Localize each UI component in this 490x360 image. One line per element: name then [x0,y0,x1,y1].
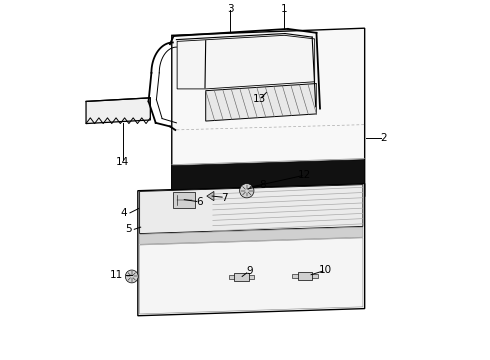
FancyBboxPatch shape [173,192,195,207]
Text: 12: 12 [298,170,311,180]
Polygon shape [207,192,214,201]
Bar [312,274,318,278]
Polygon shape [140,185,363,234]
Polygon shape [140,238,363,314]
Text: 14: 14 [116,157,129,167]
Polygon shape [86,98,150,123]
Text: 11: 11 [110,270,123,280]
Polygon shape [172,28,365,203]
Polygon shape [177,35,315,89]
Circle shape [240,184,254,198]
Text: 1: 1 [281,4,288,14]
Text: 4: 4 [121,208,127,218]
Bar [228,275,234,279]
Text: 5: 5 [125,224,131,234]
Bar [234,273,248,281]
Polygon shape [140,227,363,244]
Text: 7: 7 [221,193,228,203]
Bar [248,275,254,279]
Circle shape [125,270,138,283]
Polygon shape [206,84,317,121]
Polygon shape [172,159,365,190]
Text: 8: 8 [260,180,266,190]
Text: 2: 2 [380,133,387,143]
Bar [298,272,312,280]
Bar [292,274,298,278]
Text: 10: 10 [319,265,332,275]
Text: 6: 6 [196,197,202,207]
Polygon shape [138,184,365,316]
Text: 9: 9 [246,266,253,276]
Text: 13: 13 [253,94,266,104]
Text: 3: 3 [227,4,233,14]
